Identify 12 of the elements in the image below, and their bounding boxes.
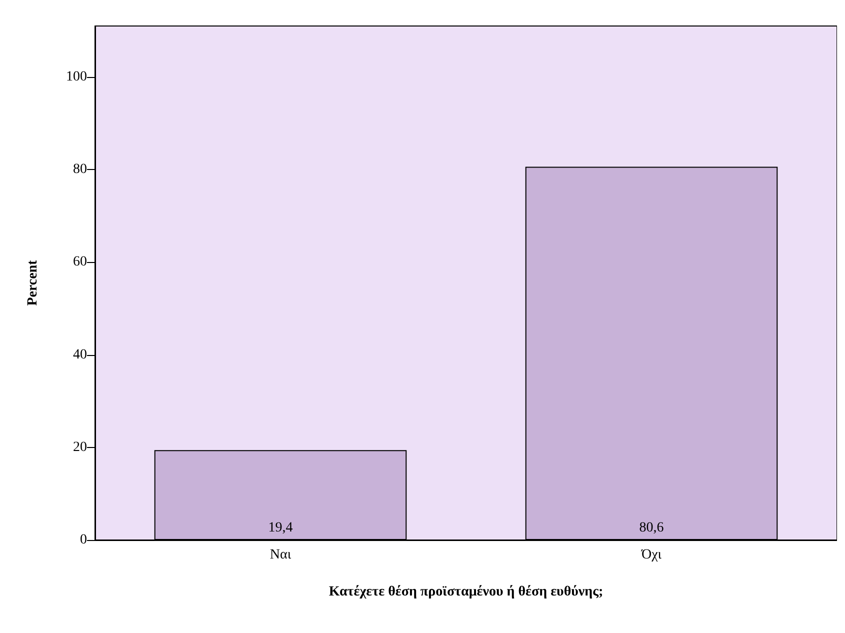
- y-tick-label: 0: [80, 532, 87, 548]
- data-label: 80,6: [639, 520, 664, 536]
- y-axis-title: Percent: [26, 260, 40, 306]
- y-tick-label: 80: [73, 162, 87, 178]
- x-tick-label: Όχι: [640, 548, 662, 562]
- y-tick-label: 20: [73, 440, 87, 455]
- y-tick-label: 40: [73, 347, 87, 362]
- data-label: 19,4: [268, 520, 293, 536]
- x-tick-label: Ναι: [270, 548, 292, 562]
- x-axis-title: Κατέχετε θέση προϊσταμένου ή θέση ευθύνης;: [328, 584, 604, 600]
- y-tick-label: 100: [66, 69, 87, 84]
- y-tick-label: 60: [73, 254, 87, 270]
